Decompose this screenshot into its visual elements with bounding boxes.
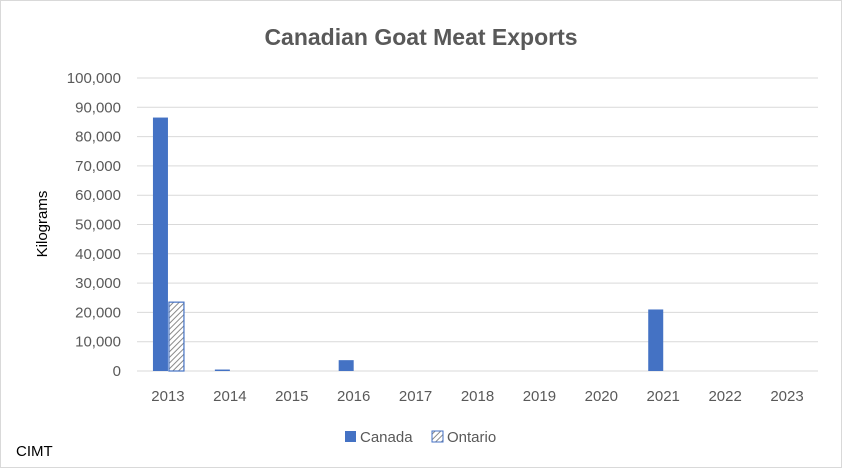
y-tick-label: 80,000 xyxy=(75,129,121,146)
x-tick-labels: 2013 2014 2015 2016 2017 2018 2019 2020 2021 2022… xyxy=(151,388,803,405)
y-tick-label: 90,000 xyxy=(75,99,121,116)
legend-swatch-canada xyxy=(345,431,356,442)
source-label: CIMT xyxy=(16,443,53,460)
chart-title: Canadian Goat Meat Exports xyxy=(264,24,577,50)
x-tick-label: 2013 xyxy=(151,388,184,405)
gridlines xyxy=(137,77,818,372)
legend-swatch-ontario xyxy=(431,430,444,443)
y-tick-label: 10,000 xyxy=(75,334,121,351)
x-tick-label: 2023 xyxy=(770,388,803,405)
legend: Canada Ontario xyxy=(345,429,496,446)
legend-label-ontario: Ontario xyxy=(447,429,496,446)
y-tick-label: 50,000 xyxy=(75,217,121,234)
x-tick-label: 2014 xyxy=(213,388,246,405)
x-tick-label: 2019 xyxy=(523,388,556,405)
x-tick-label: 2016 xyxy=(337,388,370,405)
y-axis-label: Kilograms xyxy=(34,191,51,258)
bar-canada-2021 xyxy=(648,309,664,371)
bar-ontario-2013 xyxy=(168,301,185,372)
x-tick-label: 2017 xyxy=(399,388,432,405)
y-tick-label: 70,000 xyxy=(75,158,121,175)
x-tick-label: 2021 xyxy=(647,388,680,405)
y-tick-label: 100,000 xyxy=(67,70,121,87)
x-tick-label: 2022 xyxy=(708,388,741,405)
y-tick-label: 40,000 xyxy=(75,246,121,263)
y-tick-label: 20,000 xyxy=(75,304,121,321)
bar-canada-2014 xyxy=(214,369,230,371)
bars xyxy=(152,117,664,372)
y-tick-labels: 0 10,000 20,000 30,000 40,000 50,000 60,000 70,… xyxy=(67,70,121,380)
bar-canada-2013 xyxy=(152,117,168,372)
legend-label-canada: Canada xyxy=(360,429,413,446)
y-tick-label: 30,000 xyxy=(75,275,121,292)
bar-canada-2016 xyxy=(338,360,354,371)
x-tick-label: 2020 xyxy=(585,388,618,405)
x-tick-label: 2018 xyxy=(461,388,494,405)
x-tick-label: 2015 xyxy=(275,388,308,405)
y-tick-label: 0 xyxy=(113,363,121,380)
y-tick-label: 60,000 xyxy=(75,187,121,204)
